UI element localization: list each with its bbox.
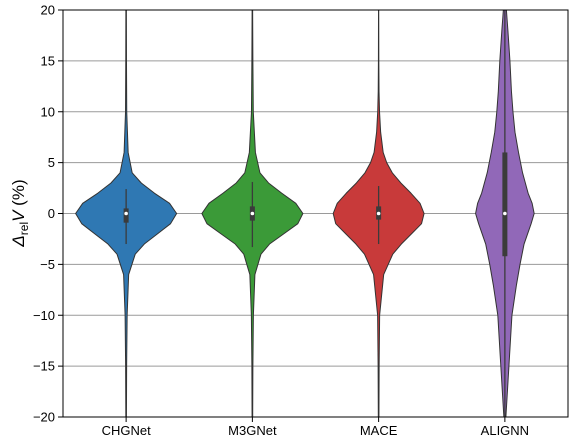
violin-median: [250, 211, 255, 216]
y-tick-label: 0: [48, 206, 55, 221]
x-tick-label: MACE: [360, 423, 398, 435]
y-tick-label: 5: [48, 155, 55, 170]
y-tick-label: 15: [41, 53, 55, 68]
violin-iqr-box: [502, 152, 508, 257]
y-tick-label: 10: [41, 104, 55, 119]
y-axis-title-unit: (%): [9, 179, 28, 210]
violin-median: [376, 211, 381, 216]
x-axis-ticks: CHGNet M3GNet MACE ALIGNN: [102, 417, 529, 435]
y-tick-label: −5: [40, 257, 55, 272]
y-tick-label: −20: [33, 410, 55, 425]
y-tick-label: −15: [33, 359, 55, 374]
y-axis-title-variable: V: [9, 209, 28, 222]
y-axis-title: ΔrelV (%): [9, 179, 31, 247]
x-tick-label: ALIGNN: [481, 423, 529, 435]
violin-median: [124, 211, 128, 216]
y-axis-title-symbol: Δ: [9, 235, 28, 247]
y-tick-label: −10: [33, 308, 55, 323]
x-tick-label: M3GNet: [228, 423, 277, 435]
y-axis-ticks: −20 −15 −10 −5 0 5 10 15 20: [33, 3, 63, 425]
y-axis-title-subscript: rel: [17, 222, 31, 235]
x-tick-label: CHGNet: [102, 423, 152, 435]
violin-iqr-box: [123, 208, 129, 223]
violin-median: [503, 211, 507, 216]
y-tick-label: 20: [41, 3, 55, 18]
